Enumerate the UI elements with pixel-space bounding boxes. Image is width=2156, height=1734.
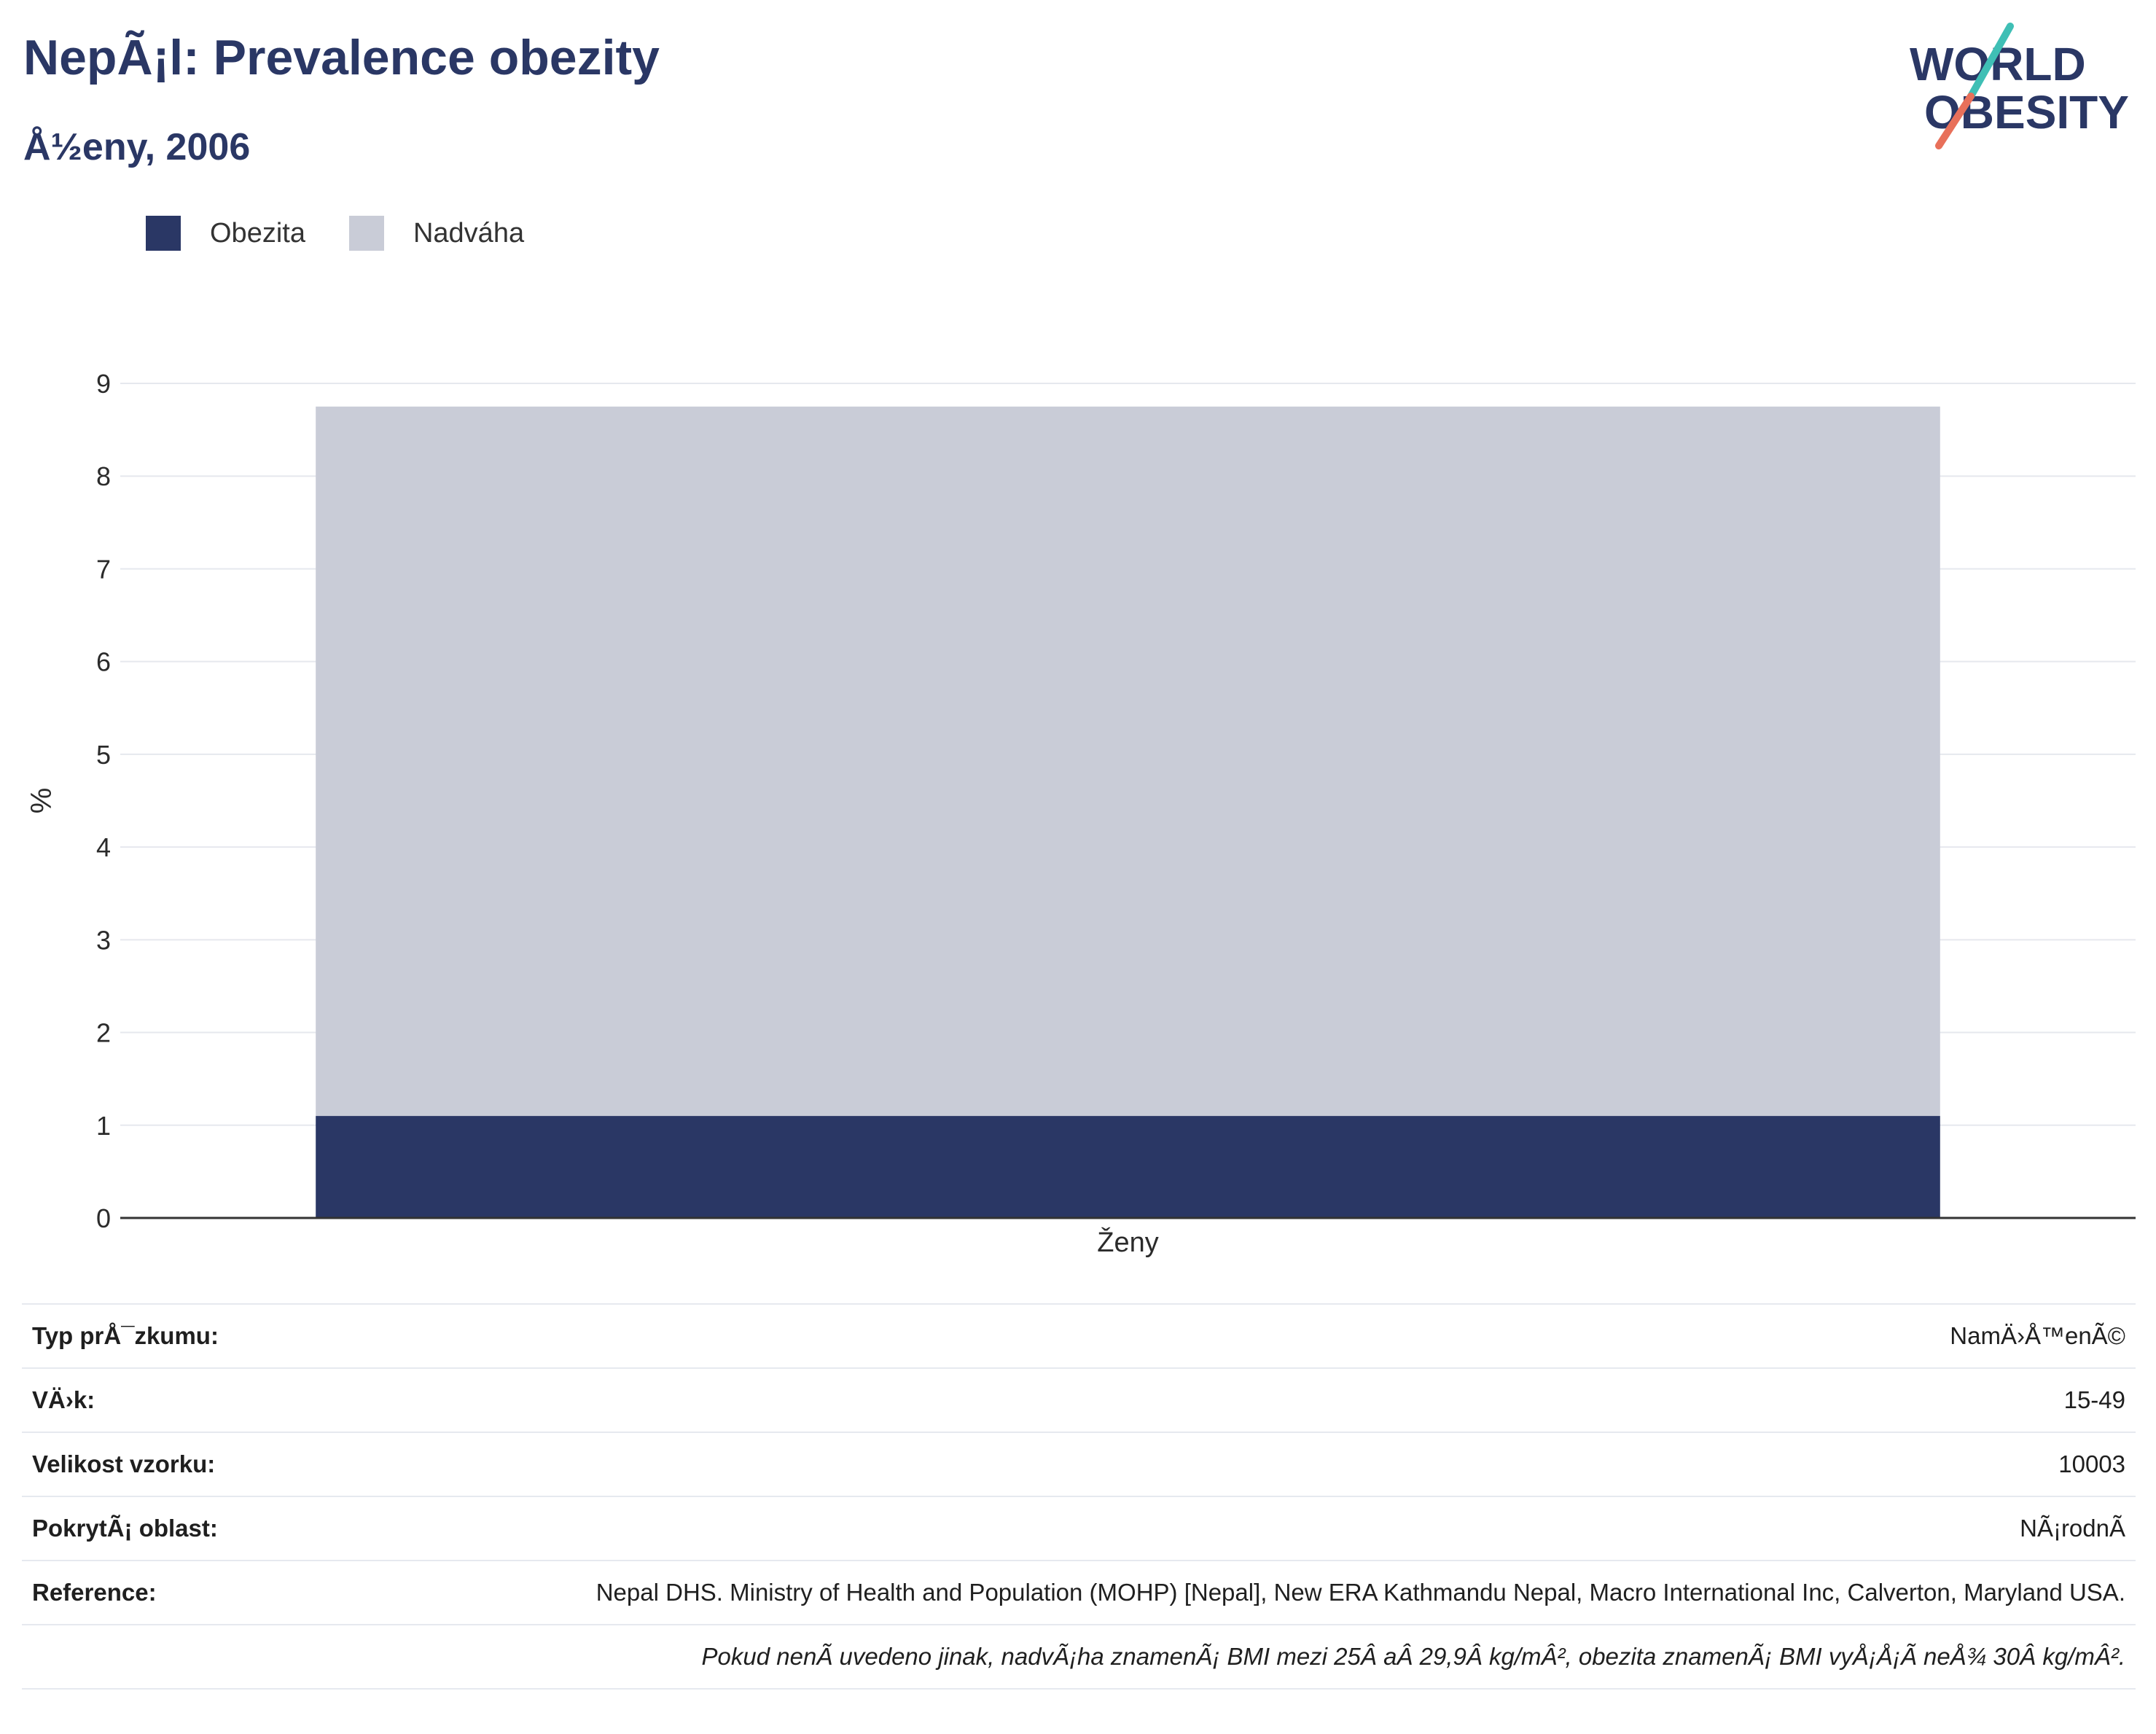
info-label: PokrytÃ¡ oblast:: [22, 1496, 276, 1561]
y-tick-label: 5: [96, 740, 111, 770]
legend-item-overweight[interactable]: Nadváha: [348, 216, 525, 251]
page-title: NepÃ¡l: Prevalence obezity: [23, 30, 660, 85]
stacked-bar-chart: 0 1 2 3 4 5 6 7 8 9% Ženy: [26, 369, 2136, 1258]
logo-slash-coral: [1935, 93, 1975, 149]
info-label: Reference:: [22, 1560, 276, 1625]
info-label: VÄ›k:: [22, 1367, 276, 1432]
legend-swatch-obesity: [146, 216, 181, 251]
legend-swatch-overweight: [348, 216, 384, 251]
logo-word-obesity: OBESITY: [1924, 86, 2129, 138]
x-tick-label: Ženy: [1097, 1227, 1158, 1258]
y-tick-label: 6: [96, 647, 111, 677]
info-row-reference: Reference: Nepal DHS. Ministry of Health…: [22, 1560, 2136, 1625]
info-row-sample-size: Velikost vzorku: 10003: [22, 1432, 2136, 1496]
legend-label-overweight: Nadváha: [413, 217, 525, 249]
info-value: 10003: [276, 1432, 2136, 1496]
info-value: 15-49: [276, 1367, 2136, 1432]
y-tick-label: 3: [96, 925, 111, 955]
info-value: Nepal DHS. Ministry of Health and Popula…: [276, 1560, 2136, 1625]
bar-obesity: [316, 1116, 1940, 1218]
info-label: Velikost vzorku:: [22, 1432, 276, 1496]
info-label: Typ prÅ¯zkumu:: [22, 1303, 276, 1368]
legend-label-obesity: Obezita: [210, 217, 305, 249]
info-row-age: VÄ›k: 15-49: [22, 1367, 2136, 1432]
y-tick-label: 1: [96, 1111, 111, 1141]
info-row-coverage: PokrytÃ¡ oblast: NÃ¡rodnÃ: [22, 1496, 2136, 1561]
bar-overweight: [316, 406, 1940, 1117]
info-value: NamÄ›Å™enÃ©: [276, 1303, 2136, 1368]
definition-note: Pokud nenÃ uvedeno jinak, nadvÃ¡ha zname…: [22, 1624, 2136, 1690]
world-obesity-logo: WORLD OBESITY: [1910, 23, 2129, 149]
page-subtitle: Å½eny, 2006: [23, 126, 251, 168]
y-tick-label: 8: [96, 461, 111, 491]
info-row-note: Pokud nenÃ uvedeno jinak, nadvÃ¡ha zname…: [22, 1624, 2136, 1690]
y-tick-label: 7: [96, 554, 111, 584]
y-axis-label: %: [26, 788, 58, 814]
y-tick-label: 4: [96, 832, 111, 862]
y-tick-label: 2: [96, 1018, 111, 1048]
y-tick-label: 9: [96, 369, 111, 399]
survey-info-table: Typ prÅ¯zkumu: NamÄ›Å™enÃ© VÄ›k: 15-49 V…: [22, 1303, 2136, 1690]
logo-slash-teal: [1967, 23, 2014, 100]
legend-item-obesity[interactable]: Obezita: [146, 216, 305, 251]
y-tick-label: 0: [96, 1203, 111, 1233]
info-row-survey-type: Typ prÅ¯zkumu: NamÄ›Å™enÃ©: [22, 1303, 2136, 1368]
info-value: NÃ¡rodnÃ: [276, 1496, 2136, 1561]
chart-legend: Obezita Nadváha: [146, 216, 568, 251]
